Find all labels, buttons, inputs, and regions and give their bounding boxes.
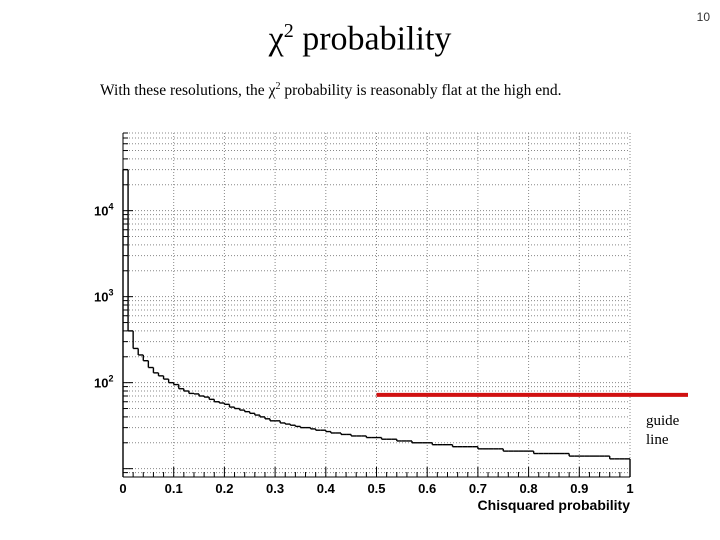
guide-label-line1: guide xyxy=(646,413,680,429)
x-tick-label-2: 0.2 xyxy=(215,481,233,496)
y-tick-label-2: 104 xyxy=(94,202,113,219)
title-rest: probability xyxy=(293,20,452,58)
x-tick-label-4: 0.4 xyxy=(317,481,336,496)
title-chi: χ xyxy=(268,20,284,58)
guide-line-label: guide line xyxy=(646,412,679,450)
subtitle-chi: χ xyxy=(268,82,276,100)
x-tick-label-1: 0.1 xyxy=(165,481,183,496)
x-tick-label-5: 0.5 xyxy=(367,481,385,496)
page-number: 10 xyxy=(696,10,710,24)
subtitle-before: With these resolutions, the xyxy=(100,82,269,100)
subtitle-superscript: 2 xyxy=(275,81,281,92)
x-tick-label-9: 0.9 xyxy=(570,481,588,496)
x-tick-label-0: 0 xyxy=(119,481,126,496)
y-tick-label-0: 102 xyxy=(94,374,113,391)
x-tick-label-3: 0.3 xyxy=(266,481,284,496)
subtitle-after: probability is reasonably flat at the hi… xyxy=(280,82,562,100)
x-tick-label-6: 0.6 xyxy=(418,481,436,496)
guide-label-line2: line xyxy=(646,432,669,448)
x-tick-label-8: 0.8 xyxy=(520,481,538,496)
slide-title: χ2 probability xyxy=(0,20,720,58)
x-tick-label-10: 1 xyxy=(626,481,633,496)
y-tick-label-1: 103 xyxy=(94,288,113,305)
subtitle: With these resolutions, the χ2 probabili… xyxy=(100,81,562,100)
x-axis-label: Chisquared probability xyxy=(478,497,631,513)
title-superscript: 2 xyxy=(283,20,294,42)
x-tick-label-7: 0.7 xyxy=(469,481,487,496)
